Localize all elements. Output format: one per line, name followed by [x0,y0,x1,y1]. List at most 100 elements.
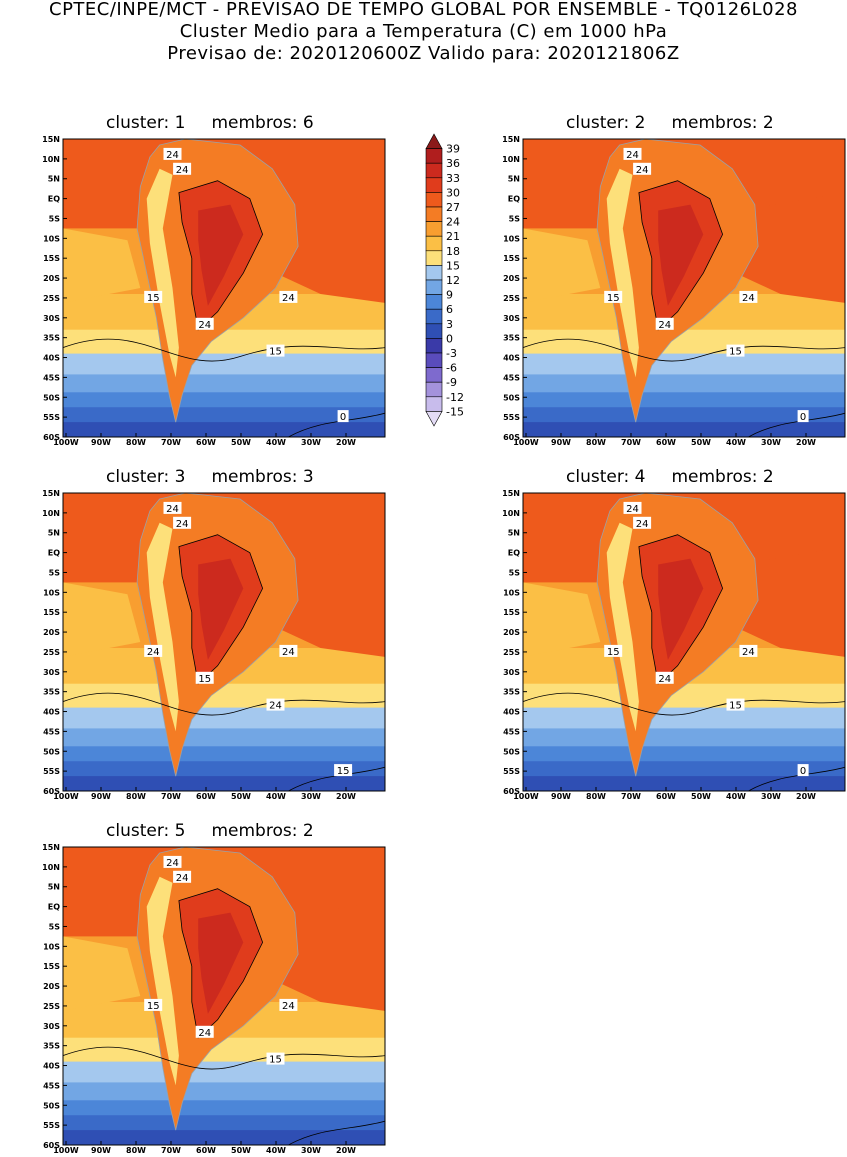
lat-tick-label: 45S [43,1081,60,1090]
colorbar-swatch [425,323,443,339]
lon-tick-label: 50W [691,792,711,801]
lat-tick-label: 20S [503,274,520,283]
temperature-band [63,392,385,408]
contour-label: 24 [176,873,189,884]
lat-tick-label: 60S [503,787,520,796]
contour-label-box [633,162,652,175]
contour-label: 0 [800,412,806,423]
contour-label: 24 [282,293,295,304]
temperature-band [523,374,845,393]
lat-tick-label: 30S [43,314,60,323]
lat-tick-label: 10S [43,942,60,951]
lat-tick-label: 25S [43,648,60,657]
lat-tick-label: 25S [43,1002,60,1011]
lat-tick-label: 5S [49,569,61,578]
lon-tick-label: 60W [196,438,216,447]
hot-core-region [198,204,244,306]
lon-tick-label: 90W [91,438,111,447]
lon-tick-label: 100W [53,792,79,801]
temperature-band [523,707,845,729]
temperature-band [63,1130,385,1145]
lat-tick-label: 15S [43,608,60,617]
lat-tick-label: 15N [42,135,60,144]
header-line-2: Cluster Medio para a Temperatura (C) em … [179,21,668,42]
pacific-cool-region [523,228,601,303]
lat-tick-label: 35S [503,688,520,697]
colorbar-label: -3 [446,347,457,360]
lat-tick-label: 10S [503,588,520,597]
lat-tick-label: 35S [43,688,60,697]
colorbar-swatch [425,235,443,252]
colorbar-label: -9 [446,376,457,389]
lat-tick-label: 45S [503,727,520,736]
contour-label-box [633,516,652,529]
contour-label-box [163,501,182,514]
andes-cool-region [146,876,179,1086]
contour-label-box [726,344,745,357]
contour-label-box [195,671,214,684]
contour-label-box [623,501,642,514]
lon-tick-label: 30W [761,438,781,447]
temperature-band [63,1082,385,1101]
lat-tick-label: 25S [503,648,520,657]
contour-label: 24 [742,647,755,658]
temperature-band [523,422,845,437]
lon-tick-label: 70W [621,792,641,801]
lat-tick-label: 25S [43,294,60,303]
contour-label: 24 [166,504,179,515]
lon-tick-label: 60W [196,792,216,801]
pacific-cool-region [63,228,141,303]
lat-tick-label: 15S [503,608,520,617]
lon-tick-label: 30W [301,792,321,801]
temperature-band [523,683,845,708]
contour-label-box [279,644,298,657]
lon-tick-label: 40W [726,792,746,801]
colorbar-label: 6 [446,303,453,316]
contour-label: 24 [636,519,649,530]
members-label: membros: 6 [211,113,314,133]
lat-tick-label: 50S [43,747,60,756]
lat-tick-label: 30S [503,314,520,323]
pacific-cool-region [63,582,141,657]
colorbar-swatch [425,250,443,266]
temperature-band [523,728,845,747]
colorbar-label: 30 [446,186,460,199]
colorbar-bottom-arrow [425,411,443,427]
temperature-band [63,761,385,777]
colorbar-swatch [425,381,443,398]
contour-label: 24 [636,165,649,176]
contour-label: 24 [282,1001,295,1012]
lat-tick-label: 60S [43,433,60,442]
colorbar-swatch [425,294,443,310]
map-panel-2: 24 24 15 24 24 15 0 15N 10N 5N EQ 5S 10S 15S 20S 25S 30S… [502,135,846,447]
temperature-band [63,707,385,729]
contour-label: 15 [607,293,620,304]
contour-label-box [266,1052,285,1065]
lat-tick-label: 60S [503,433,520,442]
lat-tick-label: 40S [43,354,60,363]
temperature-band [63,776,385,791]
colorbar-label: 18 [446,245,460,258]
lat-tick-label: 15N [42,843,60,852]
contour-label: 15 [147,1001,160,1012]
lat-tick-label: 30S [43,668,60,677]
lat-tick-label: 35S [43,334,60,343]
contour-label: 24 [147,647,160,658]
lat-tick-label: 55S [43,767,60,776]
lon-tick-label: 60W [196,1146,216,1155]
lat-tick-label: 25S [503,294,520,303]
colorbar-swatch [425,221,443,237]
lon-tick-label: 60W [656,792,676,801]
lon-tick-label: 20W [796,792,816,801]
members-label: membros: 3 [211,467,314,487]
panel-title-2: cluster: 2 membros: 2 [566,113,774,133]
lat-tick-label: 50S [43,393,60,402]
map-frame [522,492,846,792]
lat-tick-label: 5S [49,215,61,224]
hot-core-region [198,912,244,1014]
lon-tick-label: 60W [656,438,676,447]
contour-label-box [195,1025,214,1038]
lat-tick-label: 40S [503,354,520,363]
contour-label-box [655,671,674,684]
lon-tick-label: 40W [266,792,286,801]
